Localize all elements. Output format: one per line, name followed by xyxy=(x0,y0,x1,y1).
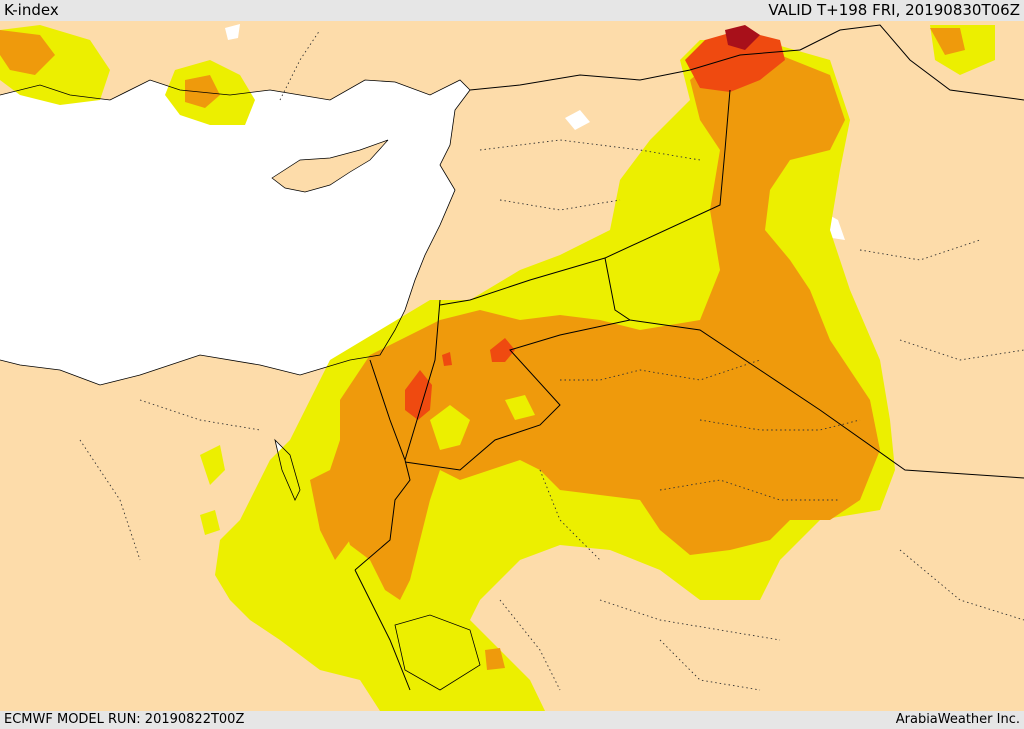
coastlines xyxy=(0,79,481,691)
model-run-label: ECMWF MODEL RUN: 20190822T00Z xyxy=(4,712,245,727)
footer-bar: ECMWF MODEL RUN: 20190822T00Z ArabiaWeat… xyxy=(0,711,1024,729)
caspian-corner xyxy=(225,24,240,40)
k-index-level-3 xyxy=(405,30,785,420)
credit-label: ArabiaWeather Inc. xyxy=(895,712,1020,727)
province-boundaries xyxy=(79,29,1024,691)
country-borders xyxy=(354,24,1024,691)
cyprus xyxy=(271,139,389,193)
k-index-map xyxy=(0,21,1024,711)
k-index-level-1-inner xyxy=(430,395,535,450)
header-bar: K-index VALID T+198 FRI, 20190830T06Z xyxy=(0,0,1024,21)
valid-time-label: VALID T+198 FRI, 20190830T06Z xyxy=(768,1,1020,19)
map-title: K-index xyxy=(4,1,59,19)
lake-van xyxy=(565,110,590,130)
k-index-level-4 xyxy=(725,25,760,50)
